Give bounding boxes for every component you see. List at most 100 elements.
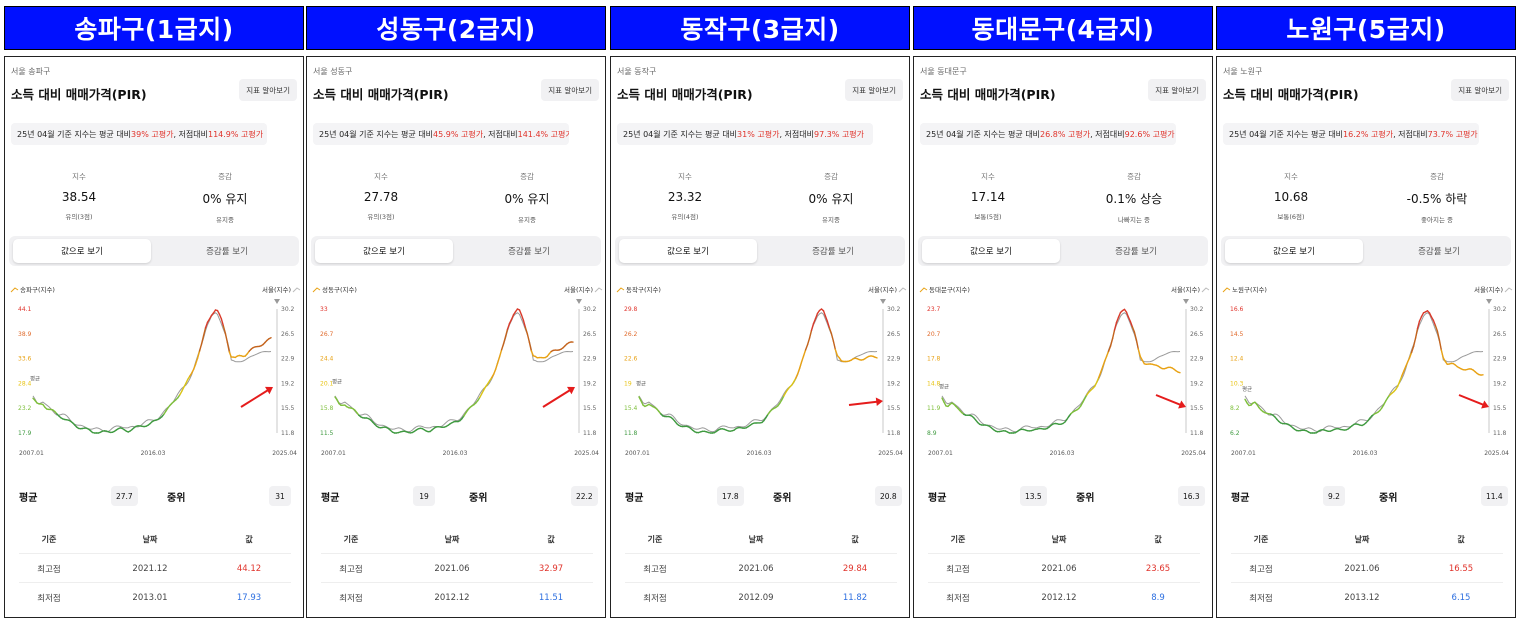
left-tick-label: 16.6 bbox=[1230, 306, 1244, 313]
left-tick-label: 11.5 bbox=[320, 430, 334, 437]
table-row-high: 최고점 2021.06 29.84 bbox=[611, 554, 909, 583]
district-series-segment bbox=[502, 335, 507, 345]
row-divider bbox=[928, 582, 1200, 583]
district-series-segment bbox=[1434, 324, 1439, 332]
toggle-value-view[interactable]: 값으로 보기 bbox=[13, 239, 151, 263]
trend-arrow-line bbox=[1458, 394, 1486, 407]
district-series-segment bbox=[1432, 319, 1437, 327]
table-row-high: 최고점 2021.06 16.55 bbox=[1217, 554, 1515, 583]
district-series-segment bbox=[1383, 400, 1387, 406]
summary-text: 25년 04월 기준 지수는 평균 대비 39% 고평가, 저점대비 114.9… bbox=[11, 123, 267, 145]
toggle-change-view[interactable]: 증감률 보기 bbox=[508, 247, 550, 257]
district-series-segment bbox=[506, 322, 511, 330]
district-series-segment bbox=[808, 329, 813, 339]
left-tick-label: 10.3 bbox=[1230, 380, 1244, 387]
change-value: 0% 유지 bbox=[202, 192, 248, 206]
summary-low-diff: 141.4% 고평가 bbox=[517, 129, 569, 139]
median-value: 22.2 bbox=[571, 486, 598, 506]
high-value: 32.97 bbox=[538, 563, 564, 574]
district-series-segment bbox=[1396, 380, 1401, 388]
change-label: 증감 bbox=[824, 172, 838, 181]
view-toggle: 값으로 보기 증감률 보기 bbox=[615, 236, 905, 266]
table-row-high: 최고점 2021.12 44.12 bbox=[5, 554, 303, 583]
high-low-table: 기준 날짜 값 최고점 2021.06 16.55 최저점 2013.12 6.15 bbox=[1217, 525, 1515, 612]
table-header-cell: 기준 bbox=[41, 535, 57, 544]
legend-seoul: 서울(지수) bbox=[564, 285, 593, 294]
district-series-segment bbox=[810, 322, 815, 331]
guide-button[interactable]: 지표 알아보기 bbox=[239, 79, 297, 101]
right-tick-label: 11.8 bbox=[887, 430, 901, 437]
district-series-segment bbox=[224, 332, 229, 344]
summary-low-diff: 97.3% 고평가 bbox=[813, 129, 865, 139]
high-value: 44.12 bbox=[236, 563, 262, 574]
left-tick-label: 15.4 bbox=[624, 405, 638, 412]
low-label: 최저점 bbox=[643, 593, 667, 604]
guide-button[interactable]: 지표 알아보기 bbox=[1148, 79, 1206, 101]
district-series-segment bbox=[504, 328, 509, 338]
trend-arrow-icon bbox=[265, 386, 273, 395]
right-tick-label: 30.2 bbox=[1190, 306, 1204, 313]
toggle-change-view[interactable]: 증감률 보기 bbox=[812, 247, 854, 257]
table-header-cell: 날짜 bbox=[444, 535, 460, 544]
row-divider bbox=[19, 582, 291, 583]
district-series-segment bbox=[806, 337, 811, 346]
avg-value: 19 bbox=[413, 486, 435, 506]
table-header-cell: 날짜 bbox=[1051, 535, 1067, 544]
toggle-change-view[interactable]: 증감률 보기 bbox=[206, 247, 248, 257]
change-label: 증감 bbox=[1127, 172, 1141, 181]
summary-text: 25년 04월 기준 지수는 평균 대비 45.9% 고평가, 저점대비 141… bbox=[313, 123, 569, 145]
district-series-segment bbox=[220, 318, 225, 327]
district-banner: 성동구(2급지) bbox=[306, 6, 606, 50]
high-low-table: 기준 날짜 값 최고점 2021.06 32.97 최저점 2012.12 11.51 bbox=[307, 525, 605, 612]
toggle-value-view[interactable]: 값으로 보기 bbox=[315, 239, 453, 263]
avg-value: 13.5 bbox=[1020, 486, 1047, 506]
seoul-marker-icon bbox=[880, 299, 886, 304]
district-series-segment bbox=[640, 400, 644, 406]
index-stat: 지수 10.68 보통(6점) bbox=[1231, 171, 1351, 221]
district-series-segment bbox=[520, 313, 525, 321]
district-series-segment bbox=[804, 343, 809, 351]
row-divider bbox=[321, 553, 593, 554]
left-tick-label: 28.4 bbox=[18, 380, 32, 387]
toggle-change-view[interactable]: 증감률 보기 bbox=[1418, 247, 1460, 257]
summary-avg-diff: 39% 고평가 bbox=[131, 129, 174, 139]
toggle-value-view[interactable]: 값으로 보기 bbox=[922, 239, 1060, 263]
toggle-change-view[interactable]: 증감률 보기 bbox=[1115, 247, 1157, 257]
guide-button[interactable]: 지표 알아보기 bbox=[541, 79, 599, 101]
district-series-segment bbox=[1416, 320, 1421, 330]
index-grade: 보통(5점) bbox=[974, 213, 1002, 221]
seoul-marker-icon bbox=[576, 299, 582, 304]
left-tick-label: 17.8 bbox=[927, 356, 941, 363]
avg-value: 17.8 bbox=[717, 486, 744, 506]
summary-mid: , 저점대비 bbox=[779, 129, 814, 139]
district-banner: 노원구(5급지) bbox=[1216, 6, 1516, 50]
median-label: 중위 bbox=[469, 493, 488, 504]
district-series-segment bbox=[1398, 375, 1403, 383]
right-tick-label: 19.2 bbox=[1493, 380, 1507, 387]
median-value: 31 bbox=[269, 486, 291, 506]
toggle-value-view[interactable]: 값으로 보기 bbox=[619, 239, 757, 263]
low-date: 2013.12 bbox=[1344, 592, 1380, 603]
guide-button[interactable]: 지표 알아보기 bbox=[845, 79, 903, 101]
legend-seoul-icon bbox=[1201, 287, 1210, 293]
high-label: 최고점 bbox=[1249, 564, 1273, 575]
table-header-cell: 값 bbox=[851, 535, 859, 544]
table-header-row: 기준 날짜 값 bbox=[611, 525, 909, 554]
district-series-segment bbox=[1438, 339, 1443, 351]
change-value: 0% 유지 bbox=[504, 192, 550, 206]
view-toggle: 값으로 보기 증감률 보기 bbox=[311, 236, 601, 266]
index-value: 23.32 bbox=[667, 190, 703, 204]
summary-mid: , 저점대비 bbox=[1090, 129, 1125, 139]
x-tick-label: 2025.04 bbox=[878, 450, 903, 457]
district-series-segment bbox=[479, 392, 483, 399]
index-stat: 지수 38.54 유의(3점) bbox=[19, 171, 139, 221]
high-date: 2021.06 bbox=[1041, 563, 1077, 574]
guide-button[interactable]: 지표 알아보기 bbox=[1451, 79, 1509, 101]
right-tick-label: 26.5 bbox=[281, 331, 295, 338]
summary-avg-diff: 16.2% 고평가 bbox=[1343, 129, 1394, 139]
table-row-low: 최저점 2013.12 6.15 bbox=[1217, 583, 1515, 612]
district-series-segment bbox=[1095, 376, 1100, 384]
view-toggle: 값으로 보기 증감률 보기 bbox=[9, 236, 299, 266]
toggle-value-view[interactable]: 값으로 보기 bbox=[1225, 239, 1363, 263]
avg-value: 9.2 bbox=[1323, 486, 1345, 506]
